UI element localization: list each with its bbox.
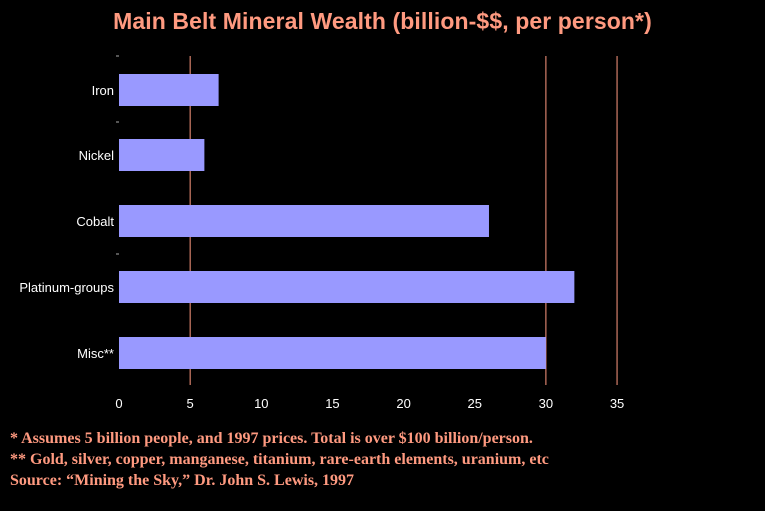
footnote-source: Source: “Mining the Sky,” Dr. John S. Le…: [10, 472, 355, 489]
bar-platinum-groups: [119, 271, 575, 303]
footnote-assumptions: * Assumes 5 billion people, and 1997 pri…: [10, 430, 533, 447]
category-label: Cobalt: [76, 214, 114, 229]
category-label: Misc**: [77, 346, 114, 361]
x-tick-label: 5: [187, 396, 194, 411]
bar-misc: [119, 337, 546, 369]
footnote-misc-definition: ** Gold, silver, copper, manganese, tita…: [10, 451, 549, 468]
x-tick-label: 10: [254, 396, 268, 411]
bar-chart: Iron Nickel Cobalt Platinum-groups Misc** 0 5 1…: [19, 55, 624, 411]
x-tick-label: 20: [396, 396, 410, 411]
x-tick-label: 25: [468, 396, 482, 411]
bar-nickel: [119, 139, 205, 171]
category-label: Platinum-groups: [19, 280, 114, 295]
x-tick-label: 0: [115, 396, 122, 411]
x-tick-label: 15: [325, 396, 339, 411]
bar-cobalt: [119, 205, 489, 237]
category-label: Iron: [92, 83, 114, 98]
x-tick-label: 30: [539, 396, 553, 411]
category-label: Nickel: [79, 148, 115, 163]
footnotes: * Assumes 5 billion people, and 1997 pri…: [10, 428, 549, 491]
x-tick-label: 35: [610, 396, 624, 411]
chart-title: Main Belt Mineral Wealth (billion-$$, pe…: [113, 8, 652, 34]
bar-iron: [119, 74, 219, 106]
